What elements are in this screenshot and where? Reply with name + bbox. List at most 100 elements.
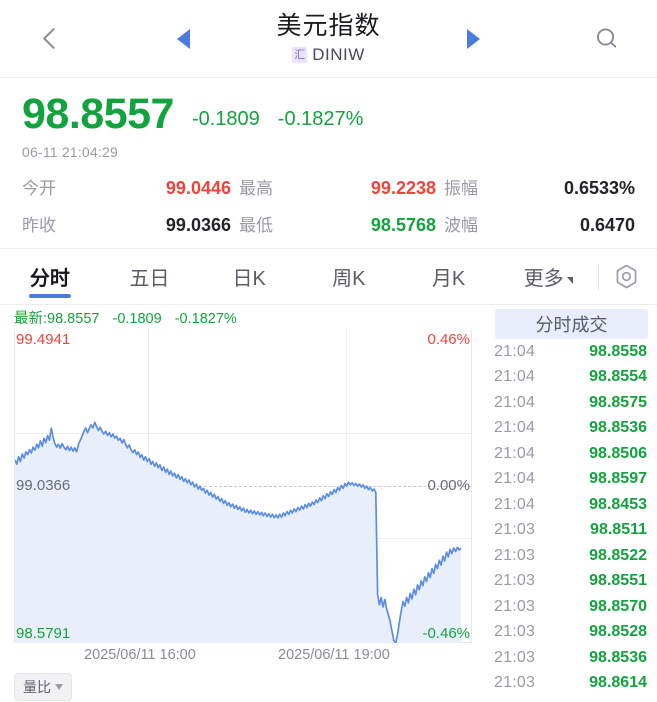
trade-time: 21:03 — [494, 546, 536, 564]
chart-period-tabs: 分时 五日 日K 周K 月K 更多 — [0, 249, 657, 305]
trade-price: 98.8570 — [589, 597, 647, 615]
stat-label: 今开 — [22, 179, 56, 198]
chart-hgrid — [15, 433, 471, 434]
trade-price: 98.8558 — [589, 342, 647, 360]
stat-label: 最低 — [239, 216, 273, 235]
stat-open: 今开 99.0446 — [22, 174, 239, 199]
trade-price: 98.8629 — [589, 700, 647, 702]
tab-label: 周K — [332, 268, 366, 290]
trade-time: 21:04 — [494, 393, 536, 411]
intraday-chart-panel[interactable]: 最新:98.8557 -0.1809 -0.1827% 99.4941 0.46… — [0, 305, 486, 701]
trade-time: 21:03 — [494, 674, 536, 692]
trade-price: 98.8522 — [589, 546, 647, 564]
stat-value: 99.0446 — [165, 178, 231, 198]
trade-price: 98.8506 — [589, 444, 647, 462]
chart-low-label: 98.5791 — [16, 625, 71, 642]
stat-label: 最高 — [239, 179, 273, 198]
trade-time: 21:03 — [494, 572, 536, 590]
stat-label: 振幅 — [444, 179, 478, 198]
trade-time: 21:03 — [494, 521, 536, 539]
security-title-block: 美元指数 汇 DINIW — [0, 11, 657, 65]
search-button[interactable] — [589, 21, 625, 57]
trade-row: 21:03 98.8511 — [486, 518, 657, 544]
security-subtitle: 汇 DINIW — [0, 45, 657, 65]
stat-range: 波幅 0.6470 — [444, 211, 635, 236]
trade-row: 21:03 98.8536 — [486, 645, 657, 671]
chart-plot-area[interactable] — [14, 329, 472, 643]
volume-indicator-bar: 量比 — [14, 673, 72, 701]
stat-label: 昨收 — [22, 216, 56, 235]
trade-ticker-title: 分时成交 — [495, 309, 648, 339]
stat-value: 99.2238 — [370, 178, 436, 198]
tab-monthly-k[interactable]: 月K — [399, 249, 499, 305]
trade-time: 21:03 — [494, 597, 536, 615]
stats-grid: 今开 99.0446 最高 99.2238 振幅 0.6533% 昨收 99.0… — [0, 160, 657, 249]
security-code: DINIW — [312, 45, 365, 64]
quote-summary: 98.8557 -0.1809 -0.1827% 06-11 21:04:29 — [0, 78, 657, 160]
next-security-button[interactable] — [455, 21, 491, 57]
chevron-down-icon — [566, 277, 573, 284]
search-icon — [596, 27, 617, 48]
chart-latest-change: -0.1809 — [112, 311, 162, 327]
market-type-badge: 汇 — [292, 47, 308, 63]
chart-low-pct-label: -0.46% — [422, 625, 470, 642]
trade-time: 21:04 — [494, 495, 536, 513]
trade-price: 98.8453 — [589, 495, 647, 513]
triangle-left-icon — [176, 28, 190, 49]
chart-and-trades: 最新:98.8557 -0.1809 -0.1827% 99.4941 0.46… — [0, 305, 657, 702]
stat-amplitude: 振幅 0.6533% — [444, 174, 635, 199]
chart-settings-button[interactable] — [599, 249, 653, 305]
security-name: 美元指数 — [276, 12, 381, 40]
stat-low: 最低 98.5768 — [239, 211, 444, 236]
trade-ticker-panel[interactable]: 分时成交 21:04 98.8558 21:04 98.8554 21:04 98.857… — [486, 305, 657, 702]
trade-row: 21:03 98.8528 — [486, 620, 657, 646]
stat-label: 波幅 — [444, 216, 478, 235]
stat-value: 98.5768 — [370, 215, 436, 235]
chart-line-series — [15, 421, 462, 643]
last-price: 98.8557 — [22, 90, 174, 138]
trade-row: 21:04 98.8453 — [486, 492, 657, 518]
stat-value: 0.6470 — [579, 215, 635, 235]
quote-timestamp: 06-11 21:04:29 — [22, 144, 118, 160]
tab-label: 月K — [431, 268, 466, 290]
trade-time: 21:04 — [494, 444, 536, 462]
trade-time: 21:04 — [494, 419, 536, 437]
tab-intraday[interactable]: 分时 — [0, 249, 100, 305]
chart-x-tick: 2025/06/11 19:00 — [278, 647, 390, 663]
volume-ratio-label: 量比 — [23, 679, 51, 695]
chart-reference-line — [15, 486, 471, 487]
price-change-percent: -0.1827% — [277, 108, 364, 130]
chart-mid-pct-label: 0.00% — [427, 477, 470, 494]
tab-more[interactable]: 更多 — [498, 249, 598, 305]
tab-label: 分时 — [29, 268, 70, 290]
trade-row: 21:03 98.8522 — [486, 543, 657, 569]
chart-mid-label: 99.0366 — [16, 477, 71, 494]
chart-latest-readout: 最新:98.8557 -0.1809 -0.1827% — [0, 305, 486, 327]
app-header: 美元指数 汇 DINIW — [0, 0, 657, 78]
trade-price: 98.8597 — [589, 470, 647, 488]
stats-row: 昨收 99.0366 最低 98.5768 波幅 0.6470 — [22, 211, 635, 236]
tabs-divider — [598, 263, 600, 290]
trade-time: 21:04 — [494, 368, 536, 386]
stat-prev-close: 昨收 99.0366 — [22, 211, 239, 236]
trade-price: 98.8536 — [589, 419, 647, 437]
tab-daily-k[interactable]: 日K — [199, 249, 299, 305]
stat-high: 最高 99.2238 — [239, 174, 444, 199]
tab-five-day[interactable]: 五日 — [100, 249, 200, 305]
trade-price: 98.8614 — [589, 674, 647, 692]
volume-ratio-selector[interactable]: 量比 — [14, 673, 72, 701]
tab-weekly-k[interactable]: 周K — [299, 249, 399, 305]
trade-time: 21:04 — [494, 470, 536, 488]
trade-row: 21:04 98.8554 — [486, 365, 657, 391]
trade-row: 21:03 98.8629 — [486, 696, 657, 702]
triangle-right-icon — [466, 28, 480, 49]
chart-latest-pct: -0.1827% — [174, 311, 237, 327]
trade-row: 21:03 98.8570 — [486, 594, 657, 620]
trade-price: 98.8575 — [589, 393, 647, 411]
chart-high-label: 99.4941 — [16, 331, 71, 348]
trade-time: 21:03 — [494, 623, 536, 641]
trade-list[interactable]: 21:04 98.8558 21:04 98.8554 21:04 98.8575 21:0… — [486, 339, 657, 702]
trade-price: 98.8511 — [590, 521, 647, 539]
previous-security-button[interactable] — [165, 21, 201, 57]
